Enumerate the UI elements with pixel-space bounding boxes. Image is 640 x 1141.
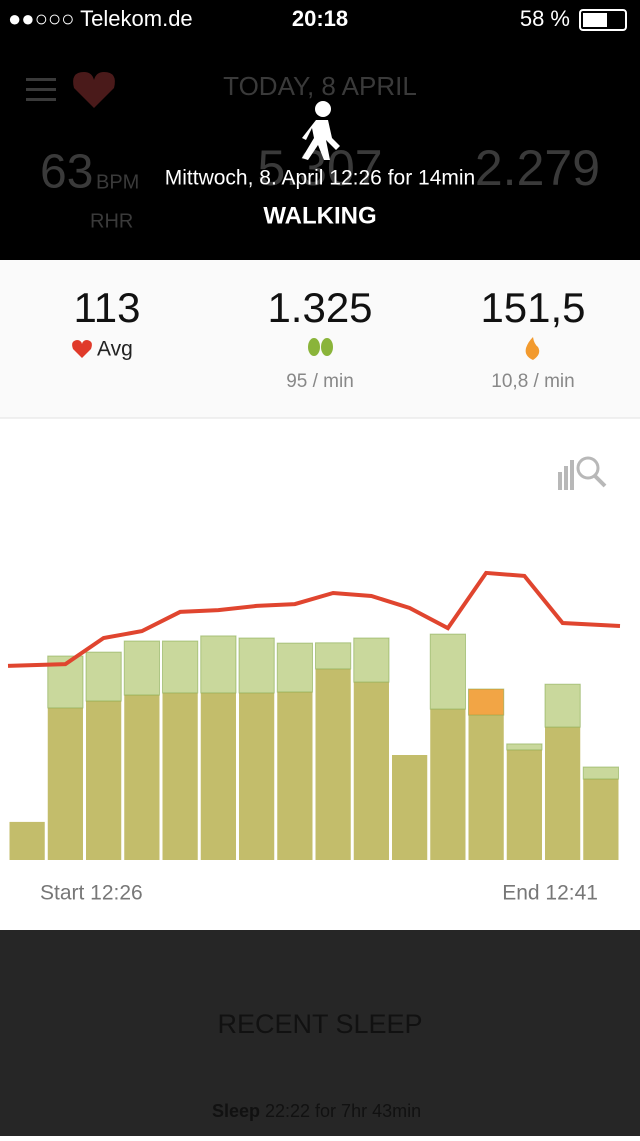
battery-icon: [579, 9, 627, 31]
rhr-value: 63: [40, 146, 93, 199]
bar-segment: [124, 695, 160, 860]
header-title: TODAY, 8 APRIL: [223, 71, 417, 101]
plot: [7, 570, 621, 860]
calories-value: 2.279: [475, 140, 600, 196]
sleep-label: Sleep: [212, 1101, 260, 1121]
status-bar: ●●○○○ Telekom.de 20:18 58 %: [8, 6, 627, 31]
bar-segment: [430, 709, 466, 860]
zoom-icon[interactable]: [558, 456, 607, 490]
zoom-handle: [593, 474, 607, 488]
stat-value: 113: [74, 284, 141, 331]
menu-icon: [26, 98, 56, 101]
walk-icon: [302, 120, 340, 160]
bar-segment: [392, 755, 428, 860]
stat-rate: 95 / min: [286, 371, 354, 392]
bar-segment: [123, 640, 160, 696]
activity-time: Mittwoch, 8. April 12:26 for 14min: [165, 167, 475, 190]
heart-icon: [72, 340, 92, 358]
bar-segment: [200, 692, 236, 860]
bar-segment: [162, 692, 198, 860]
foot: [308, 338, 320, 356]
rhr-label: RHR: [90, 210, 133, 232]
activity-overlay: Mittwoch, 8. April 12:26 for 14min WALKI…: [165, 101, 475, 229]
bar-segment: [353, 637, 390, 683]
sleep-bg: [0, 930, 640, 1136]
rhr-unit: BPM: [96, 171, 139, 193]
logo: [73, 72, 115, 108]
bar-segment: [544, 683, 581, 728]
battery-level: [583, 13, 607, 27]
stat-value: 1.325: [267, 284, 372, 331]
bar-segment: [315, 668, 351, 860]
bar-segment: [429, 633, 466, 710]
clock: 20:18: [292, 6, 348, 31]
bar-segment: [353, 682, 389, 860]
bar-segment: [468, 688, 505, 716]
bar-segment: [162, 640, 199, 694]
foot: [321, 338, 333, 356]
bar-segment: [315, 642, 352, 670]
bar-segment: [506, 749, 542, 860]
bar-segment: [468, 715, 504, 860]
zoom-bar: [570, 460, 574, 490]
sleep-detail: 22:22 for 7hr 43min: [265, 1101, 421, 1121]
heart-rate-line: [7, 570, 621, 668]
zoom-lens: [576, 456, 600, 480]
bar-segment: [276, 642, 313, 693]
bar-segment: [545, 727, 581, 860]
walk-icon: [315, 101, 331, 117]
menu-icon: [26, 78, 56, 81]
bar-segment: [9, 821, 45, 860]
bar-segment: [47, 707, 83, 860]
dimmed-header: TODAY, 8 APRIL 63 BPM RHR 5.307 2.279: [26, 71, 600, 232]
zoom-bar: [558, 472, 562, 490]
stat-value: 151,5: [480, 284, 585, 331]
flame-icon: [525, 337, 540, 360]
carrier: ●●○○○ Telekom.de: [8, 6, 193, 31]
bar-segment: [506, 743, 543, 751]
bar-segment: [86, 701, 122, 860]
bar-segment: [85, 651, 122, 702]
bar-segment: [277, 692, 313, 860]
sleep-title: RECENT SLEEP: [217, 1009, 422, 1039]
bar-segment: [582, 766, 619, 780]
menu-icon: [26, 88, 56, 91]
bar-segment: [238, 637, 275, 694]
activity-name: WALKING: [263, 202, 376, 229]
stat-label: Avg: [97, 338, 133, 361]
stat-rate: 10,8 / min: [491, 371, 574, 392]
bar-segment: [200, 635, 237, 694]
steps-icon: [308, 338, 333, 356]
zoom-bar: [564, 466, 568, 490]
bar-segment: [583, 779, 619, 860]
x-start-label: Start 12:26: [40, 882, 143, 905]
battery-percent: 58 %: [520, 6, 570, 31]
x-end-label: End 12:41: [502, 882, 598, 905]
bar-segment: [239, 692, 275, 860]
